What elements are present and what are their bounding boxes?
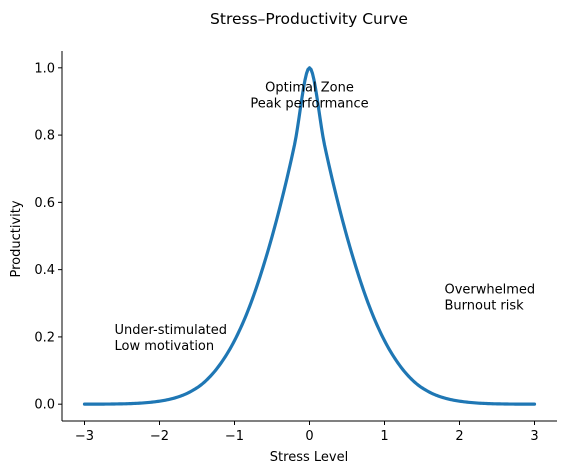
x-axis-label: Stress Level [270, 450, 348, 465]
y-tick-label: 0.4 [34, 263, 55, 278]
plot-area [82, 66, 537, 406]
x-tick-label: 1 [380, 429, 388, 444]
annotation-text: Overwhelmed [445, 283, 536, 298]
x-tick-label: 2 [455, 429, 463, 444]
annotation-text: Peak performance [250, 97, 368, 112]
y-tick-label: 0.0 [34, 398, 55, 413]
y-tick-label: 0.8 [34, 129, 55, 144]
y-tick-label: 0.2 [34, 330, 55, 345]
axis-ticks: −3 −2 −1 0 1 2 3 0.0 0.2 0.4 0.6 0.8 1.0 [34, 61, 538, 444]
annotation-text: Burnout risk [445, 299, 525, 314]
annotation-text: Under-stimulated [115, 323, 228, 338]
chart-title: Stress–Productivity Curve [210, 10, 408, 28]
annotation-text: Low motivation [115, 339, 215, 354]
x-tick-label: −3 [75, 429, 94, 444]
x-tick-label: 3 [530, 429, 538, 444]
x-tick-label: −1 [225, 429, 244, 444]
annotation-text: Optimal Zone [265, 81, 354, 96]
y-axis-label: Productivity [9, 200, 24, 277]
y-tick-label: 1.0 [34, 61, 55, 76]
y-tick-label: 0.6 [34, 196, 55, 211]
x-tick-label: −2 [150, 429, 169, 444]
x-tick-label: 0 [305, 429, 313, 444]
series-line [82, 66, 537, 406]
